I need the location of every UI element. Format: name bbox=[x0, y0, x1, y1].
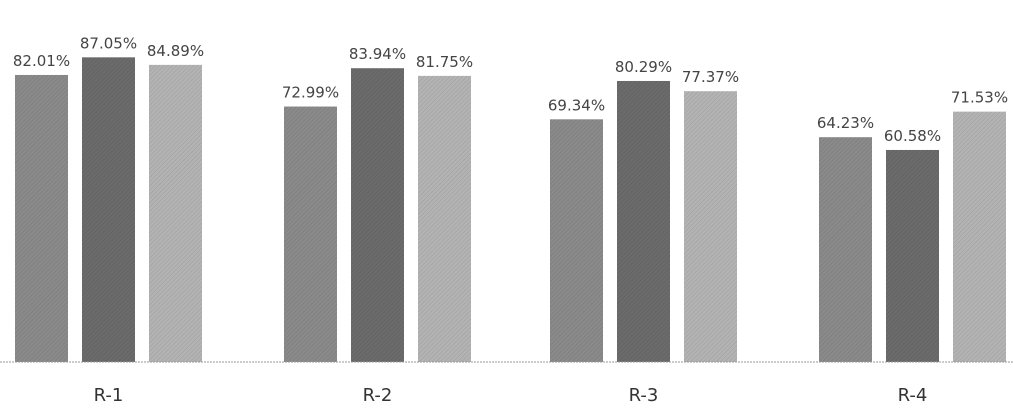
bar-texture-r-2-series-1 bbox=[284, 106, 337, 362]
bar-texture-r-1-series-2 bbox=[82, 57, 135, 362]
bar-texture-r-4-series-2 bbox=[886, 149, 939, 362]
bar-texture-r-3-series-1 bbox=[550, 119, 603, 362]
bar-texture-r-4-series-1 bbox=[819, 137, 872, 362]
bar-texture-r-2-series-2 bbox=[351, 68, 404, 363]
data-label-r-3-series-2: 80.29% bbox=[615, 58, 672, 76]
data-labels-layer: 82.01% 87.05% 84.89% 72.99% 83.94% 81.75% 69.3… bbox=[13, 34, 1008, 145]
bar-texture-r-3-series-2 bbox=[617, 80, 670, 363]
x-tick-label-r-1: R-1 bbox=[94, 385, 124, 406]
bar-texture-r-1-series-1 bbox=[15, 74, 68, 362]
x-tick-label-r-3: R-3 bbox=[629, 385, 659, 406]
x-tick-label-r-4: R-4 bbox=[898, 385, 928, 406]
data-label-r-4-series-2: 60.58% bbox=[884, 127, 941, 145]
data-label-r-3-series-1: 69.34% bbox=[548, 96, 605, 114]
bars-layer bbox=[15, 57, 1006, 363]
data-label-r-1-series-3: 84.89% bbox=[147, 42, 204, 60]
bar-texture-r-3-series-3 bbox=[684, 91, 737, 362]
x-tick-label-r-2: R-2 bbox=[363, 385, 393, 406]
bar-texture-r-2-series-3 bbox=[418, 75, 471, 362]
data-label-r-3-series-3: 77.37% bbox=[682, 68, 739, 86]
bar-texture-r-1-series-3 bbox=[149, 64, 202, 362]
data-label-r-2-series-3: 81.75% bbox=[416, 53, 473, 71]
x-tick-labels: R-1 R-2 R-3 R-4 bbox=[94, 385, 928, 406]
bar-texture-r-4-series-3 bbox=[953, 111, 1006, 363]
data-label-r-1-series-2: 87.05% bbox=[80, 34, 137, 52]
data-label-r-4-series-1: 64.23% bbox=[817, 114, 874, 132]
data-label-r-2-series-2: 83.94% bbox=[349, 45, 406, 63]
data-label-r-2-series-1: 72.99% bbox=[282, 84, 339, 102]
data-label-r-1-series-1: 82.01% bbox=[13, 52, 70, 70]
data-label-r-4-series-3: 71.53% bbox=[951, 89, 1008, 107]
